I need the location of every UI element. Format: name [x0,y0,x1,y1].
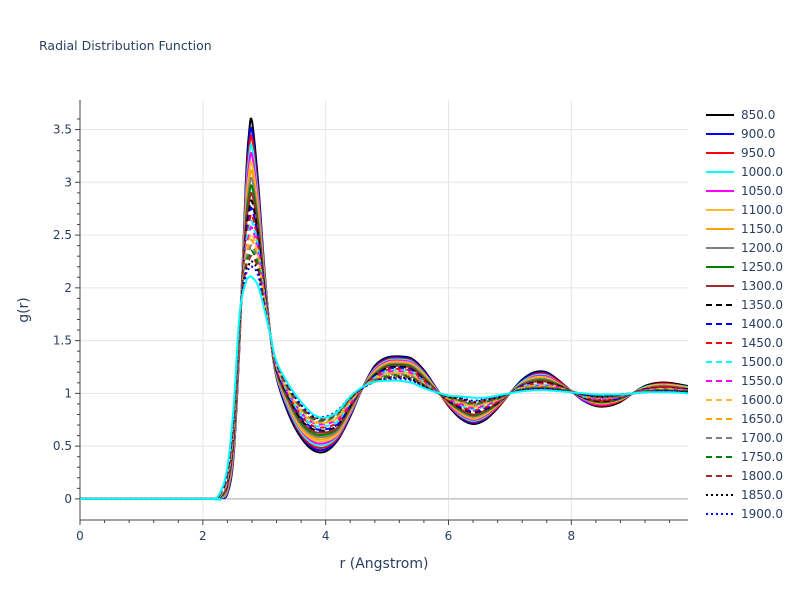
series-line-1350.0[interactable] [80,199,688,501]
legend-item[interactable]: 1250.0 [706,260,783,274]
series-line-1100.0[interactable] [80,160,688,501]
legend[interactable]: 850.0 900.0 950.0 1000.0 1050.0 1100.0 1150.0 1… [706,108,783,521]
legend-label: 1550.0 [741,374,783,388]
axes [75,100,688,525]
x-tick-label: 8 [567,529,575,543]
legend-item[interactable]: 1800.0 [706,469,783,483]
series-line-950.0[interactable] [80,134,688,500]
legend-item[interactable]: 1500.0 [706,355,783,369]
legend-label: 1600.0 [741,393,783,407]
plot-area[interactable] [80,117,688,501]
series-line-1900.0[interactable] [80,265,688,501]
y-tick-label: 0.5 [53,439,72,453]
legend-label: 1800.0 [741,469,783,483]
legend-label: 1100.0 [741,203,783,217]
grid [80,100,688,520]
legend-item[interactable]: 850.0 [706,108,775,122]
legend-item[interactable]: 1850.0 [706,488,783,502]
y-tick-label: 3 [64,175,72,189]
legend-label: 1050.0 [741,184,783,198]
x-tick-labels: 0 2 4 6 8 [76,529,575,543]
legend-item[interactable]: 1100.0 [706,203,783,217]
series-line-900.0[interactable] [80,126,688,500]
legend-label: 1450.0 [741,336,783,350]
series-line-1800.0[interactable] [80,254,688,501]
legend-item[interactable]: 1750.0 [706,450,783,464]
legend-item[interactable]: 1700.0 [706,431,783,445]
series-line-1700.0[interactable] [80,244,688,501]
x-tick-label: 4 [322,529,330,543]
legend-label: 1250.0 [741,260,783,274]
legend-label: 1400.0 [741,317,783,331]
legend-item[interactable]: 1650.0 [706,412,783,426]
chart-title: Radial Distribution Function [39,38,212,53]
legend-item[interactable]: 1400.0 [706,317,783,331]
legend-item[interactable]: 1900.0 [706,507,783,521]
series-line-1050.0[interactable] [80,151,688,501]
series-line-1250.0[interactable] [80,184,688,501]
legend-item[interactable]: 1000.0 [706,165,783,179]
series-line-unlabeled-22[interactable] [80,275,688,501]
legend-item[interactable]: 1050.0 [706,184,783,198]
y-tick-label: 3.5 [53,123,72,137]
series-line-1400.0[interactable] [80,206,688,501]
legend-label: 1300.0 [741,279,783,293]
x-tick-label: 0 [76,529,84,543]
legend-item[interactable]: 1200.0 [706,241,783,255]
series-line-1300.0[interactable] [80,191,688,501]
y-tick-label: 1.5 [53,334,72,348]
legend-label: 1700.0 [741,431,783,445]
x-tick-label: 2 [199,529,207,543]
legend-label: 900.0 [741,127,775,141]
series-line-850.0[interactable] [80,117,688,500]
legend-item[interactable]: 1600.0 [706,393,783,407]
legend-label: 850.0 [741,108,775,122]
legend-item[interactable]: 900.0 [706,127,775,141]
legend-label: 1000.0 [741,165,783,179]
y-tick-label: 2 [64,281,72,295]
legend-label: 1350.0 [741,298,783,312]
series-line-1200.0[interactable] [80,176,688,501]
legend-label: 1500.0 [741,355,783,369]
series-line-1650.0[interactable] [80,238,688,501]
x-tick-label: 6 [445,529,453,543]
legend-item[interactable]: 950.0 [706,146,775,160]
series-lines [80,117,688,501]
x-axis-title: r (Angstrom) [340,556,429,572]
y-tick-label: 0 [64,492,72,506]
legend-item[interactable]: 1350.0 [706,298,783,312]
legend-label: 1200.0 [741,241,783,255]
y-tick-labels: 0 0.5 1 1.5 2 2.5 3 3.5 [53,123,72,506]
y-axis-title: g(r) [16,297,32,323]
legend-label: 950.0 [741,146,775,160]
legend-label: 1750.0 [741,450,783,464]
legend-label: 1650.0 [741,412,783,426]
legend-label: 1150.0 [741,222,783,236]
legend-label: 1850.0 [741,488,783,502]
legend-item[interactable]: 1150.0 [706,222,783,236]
y-tick-label: 2.5 [53,228,72,242]
series-line-1150.0[interactable] [80,169,688,501]
legend-item[interactable]: 1550.0 [706,374,783,388]
legend-item[interactable]: 1450.0 [706,336,783,350]
series-line-1450.0[interactable] [80,213,688,501]
legend-item[interactable]: 1300.0 [706,279,783,293]
y-tick-label: 1 [64,386,72,400]
legend-label: 1900.0 [741,507,783,521]
